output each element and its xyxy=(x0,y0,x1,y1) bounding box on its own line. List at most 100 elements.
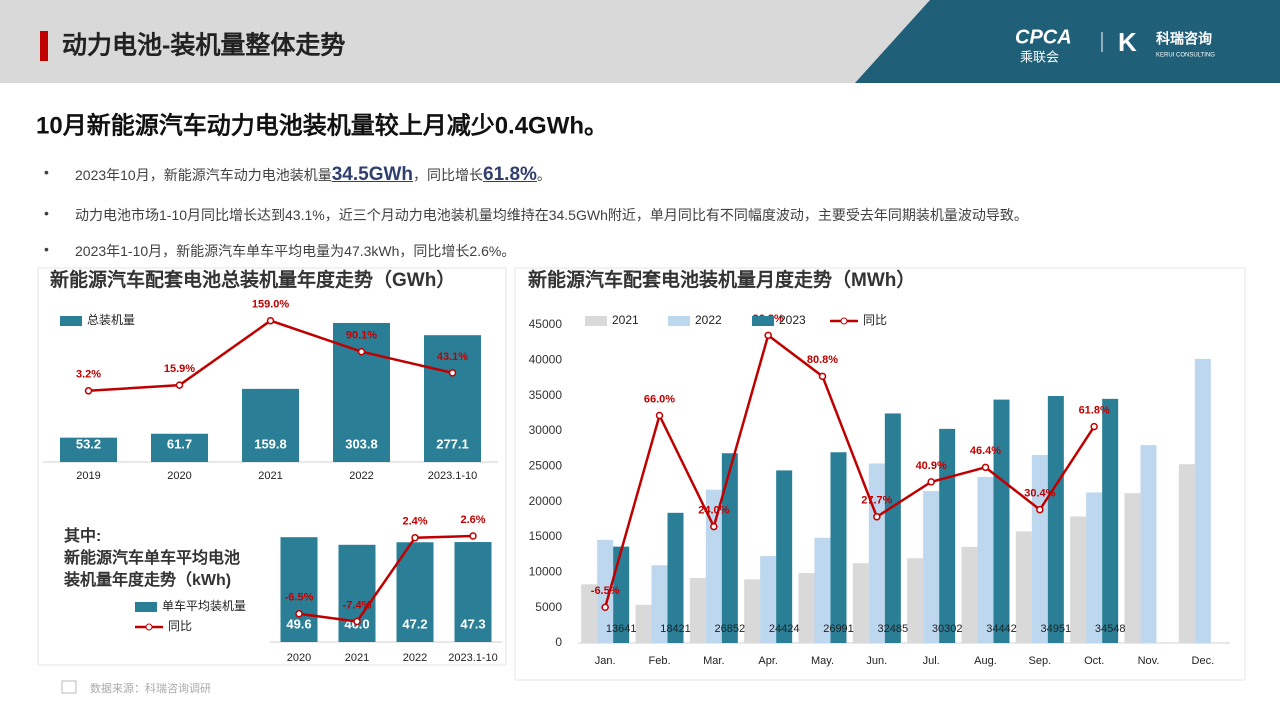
legend-label: 2021 xyxy=(612,313,639,327)
bar-label: 53.2 xyxy=(76,436,101,451)
x-tick-label: 2022 xyxy=(349,470,373,482)
point xyxy=(764,331,772,340)
bullet-text: 动力电池市场1-10月同比增长达到43.1%，近三个月动力电池装机量均维持在34… xyxy=(75,207,1028,223)
point-label: 24.0% xyxy=(698,505,729,517)
point-label: 80.8% xyxy=(807,354,838,366)
logo-mark: K xyxy=(1118,27,1137,57)
logo: CPCA xyxy=(1015,26,1072,48)
x-tick-label: Jul. xyxy=(923,655,940,667)
header-logo-band xyxy=(855,0,1280,83)
y-tick-label: 0 xyxy=(555,635,562,649)
bar xyxy=(689,577,706,643)
bar-label: 303.8 xyxy=(345,436,378,451)
legend-swatch xyxy=(585,316,607,326)
bullet: 2023年10月，新能源汽车动力电池装机量34.5GWh，同比增长61.8%。 xyxy=(44,164,551,186)
point-label: 30.4% xyxy=(1024,488,1055,500)
bar xyxy=(597,539,614,643)
source-icon xyxy=(61,680,77,694)
bar xyxy=(1194,358,1211,643)
bar xyxy=(424,335,481,462)
point xyxy=(818,372,827,381)
bar-label: 24424 xyxy=(769,623,800,635)
x-tick-label: Mar. xyxy=(703,655,724,667)
logo-sub: KERUI CONSULTING xyxy=(1156,53,1215,59)
point-label: -6.5% xyxy=(285,592,314,604)
page-title: 动力电池-装机量整体走势 xyxy=(62,31,345,60)
point-label: 2.4% xyxy=(402,516,427,528)
bar xyxy=(651,565,668,643)
bar xyxy=(280,537,318,642)
bar-label: 26991 xyxy=(823,623,854,635)
legend-label: 同比 xyxy=(168,619,192,633)
y-tick-label: 15000 xyxy=(529,529,563,543)
bar xyxy=(242,388,299,462)
line xyxy=(298,534,474,623)
y-tick-label: 45000 xyxy=(529,317,563,331)
bar xyxy=(830,452,847,643)
bar xyxy=(1015,531,1032,643)
bar-label: 34951 xyxy=(1041,623,1072,635)
bar xyxy=(721,453,738,643)
headline: 10月新能源汽车动力电池装机量较上月减少0.4GWh。 xyxy=(36,111,608,139)
bar xyxy=(338,544,376,642)
bar-label: 47.2 xyxy=(402,616,427,631)
point xyxy=(266,316,275,325)
point xyxy=(84,387,93,395)
bar xyxy=(1140,445,1157,643)
legend-swatch xyxy=(668,316,690,326)
point-label: 61.8% xyxy=(1079,404,1110,416)
point-label: 159.0% xyxy=(252,299,290,311)
title-accent xyxy=(40,31,48,61)
legend-label: 单车平均装机量 xyxy=(162,598,246,613)
panel xyxy=(37,267,507,666)
legend-swatch xyxy=(135,602,157,612)
bullet-text: 2023年1-10月，新能源汽车单车平均电量为47.3kWh，同比增长2.6%。 xyxy=(75,243,516,259)
x-tick-label: Dec. xyxy=(1192,655,1215,667)
chart-title: 新能源汽车配套电池总装机量年度走势（GWh） xyxy=(50,268,455,291)
bar xyxy=(884,413,901,643)
bar xyxy=(151,433,208,462)
chart-title: 新能源汽车配套电池装机量月度走势（MWh） xyxy=(528,268,915,291)
point-label: 90.1% xyxy=(346,330,377,342)
point xyxy=(357,347,366,356)
bar xyxy=(852,563,869,643)
legend-swatch xyxy=(840,317,848,325)
bar xyxy=(705,489,722,643)
point xyxy=(981,463,990,472)
bar-label: 30302 xyxy=(932,623,963,635)
bar xyxy=(993,399,1010,643)
x-tick-label: 2023.1-10 xyxy=(448,652,498,664)
bar-label: 18421 xyxy=(660,623,691,635)
bar xyxy=(798,573,815,643)
x-tick-label: Nov. xyxy=(1138,655,1160,667)
y-tick-label: 10000 xyxy=(529,565,563,579)
x-tick-label: 2020 xyxy=(287,652,311,664)
y-tick-label: 5000 xyxy=(535,600,562,614)
legend-swatch xyxy=(60,316,82,326)
x-tick-label: 2019 xyxy=(76,470,100,482)
legend-swatch xyxy=(752,316,774,326)
bar xyxy=(454,542,492,642)
x-tick-label: Aug. xyxy=(974,655,997,667)
point xyxy=(710,522,718,531)
legend-label: 2022 xyxy=(695,313,722,327)
point-label: 46.4% xyxy=(970,445,1001,457)
x-tick-label: Jun. xyxy=(866,655,887,667)
y-tick-label: 35000 xyxy=(529,388,563,402)
legend-label: 总装机量 xyxy=(87,313,135,327)
line xyxy=(603,333,1096,608)
x-tick-label: 2021 xyxy=(258,470,282,482)
bar xyxy=(1070,516,1087,643)
y-tick-label: 25000 xyxy=(529,459,563,473)
x-tick-label: 2020 xyxy=(167,470,191,482)
x-tick-label: Sep. xyxy=(1029,655,1052,667)
bar xyxy=(1124,493,1141,643)
point xyxy=(448,369,457,377)
bar-label: 159.8 xyxy=(254,436,287,451)
bar xyxy=(635,604,652,643)
y-tick-label: 20000 xyxy=(529,494,563,508)
bar xyxy=(1086,492,1103,643)
logo: 科瑞咨询 xyxy=(1156,31,1212,47)
